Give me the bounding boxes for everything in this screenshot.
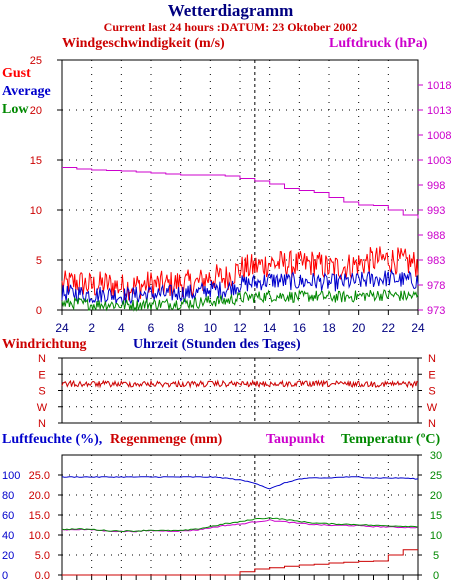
direction-tick-label-left: E (38, 369, 45, 381)
temperature-tick-label: 20 (430, 490, 442, 502)
y-right-tick-label: 988 (427, 230, 445, 242)
dewpoint-title: Taupunkt (266, 432, 325, 447)
x-tick-label: 20 (352, 321, 366, 335)
rain-tick-label: 25.0 (29, 470, 50, 482)
humidity-tick-label: 40 (2, 530, 14, 542)
y-left-tick-label: 20 (30, 105, 42, 117)
x-tick-label: 24 (55, 321, 69, 335)
rain-tick-label: 0.0 (35, 570, 50, 582)
legend-gust: Gust (2, 66, 31, 81)
direction-tick-label-left: N (38, 353, 46, 365)
x-tick-label: 22 (382, 321, 396, 335)
direction-tick-label-right: N (428, 353, 436, 365)
direction-tick-label-right: W (427, 402, 438, 414)
temperature-tick-label: 5 (433, 550, 439, 562)
humidity-tick-label: 80 (2, 490, 14, 502)
legend-low: Low (2, 102, 29, 117)
wind-direction-title: Windrichtung (2, 337, 87, 352)
y-right-tick-label: 978 (427, 280, 445, 292)
direction-tick-label-right: E (428, 369, 435, 381)
rain-title: Regenmenge (mm) (110, 432, 223, 447)
y-right-tick-label: 1008 (427, 130, 451, 142)
wind-speed-title: Windgeschwindigkeit (m/s) (62, 36, 225, 51)
rain-tick-label: 10.0 (29, 530, 50, 542)
y-left-tick-label: 5 (36, 255, 42, 267)
panel2-frame (61, 357, 419, 424)
temperature-series (61, 517, 419, 533)
direction-tick-label-left: N (38, 418, 46, 430)
temperature-tick-label: 25 (430, 470, 442, 482)
rain-series (62, 549, 418, 576)
direction-tick-label-right: N (428, 418, 436, 430)
low-series (61, 289, 419, 312)
pressure-series (62, 167, 419, 219)
y-right-tick-label: 1003 (427, 155, 451, 167)
humidity-tick-label: 0 (2, 570, 8, 582)
gust-series (61, 246, 419, 301)
page-subtitle: Current last 24 hours :DATUM: 23 Oktober… (103, 20, 358, 34)
x-tick-label: 14 (263, 321, 277, 335)
x-tick-label: 6 (148, 321, 155, 335)
y-right-tick-label: 998 (427, 180, 445, 192)
rain-tick-label: 5.0 (35, 550, 50, 562)
x-tick-label: 16 (293, 321, 307, 335)
temperature-title: Temperatur (ºC) (341, 432, 441, 447)
x-tick-label: 4 (118, 321, 125, 335)
panel1-frame (61, 59, 419, 311)
humidity-tick-label: 100 (2, 470, 20, 482)
x-tick-label: 12 (233, 321, 247, 335)
x-tick-label: 24 (411, 321, 425, 335)
y-right-tick-label: 1013 (427, 105, 451, 117)
direction-tick-label-left: W (37, 402, 48, 414)
humidity-title: Luftfeuchte (%), (2, 432, 103, 447)
panel2-grid (62, 358, 418, 423)
humidity-tick-label: 20 (2, 550, 14, 562)
x-tick-label: 18 (322, 321, 336, 335)
direction-tick-label-right: S (428, 386, 435, 398)
humidity-tick-label: 60 (2, 510, 14, 522)
y-left-tick-label: 10 (30, 205, 42, 217)
panel3-grid (62, 455, 418, 575)
y-left-tick-label: 25 (30, 55, 42, 67)
y-left-tick-label: 0 (36, 305, 42, 317)
y-right-tick-label: 993 (427, 205, 445, 217)
humidity-series (61, 476, 419, 490)
wind-direction-series (61, 379, 419, 389)
x-tick-label: 8 (177, 321, 184, 335)
temperature-tick-label: 15 (430, 510, 442, 522)
temperature-tick-label: 30 (430, 450, 442, 462)
temperature-tick-label: 10 (430, 530, 442, 542)
legend-average: Average (2, 84, 51, 99)
direction-tick-label-left: S (38, 386, 45, 398)
y-left-tick-label: 15 (30, 155, 42, 167)
rain-tick-label: 15.0 (29, 510, 50, 522)
panel1-grid (62, 60, 418, 310)
average-series (61, 268, 419, 305)
panel3-frame (61, 454, 419, 576)
pressure-title: Luftdruck (hPa) (329, 36, 428, 51)
page-title: Wetterdiagramm (167, 1, 294, 20)
rain-tick-label: 20.0 (29, 490, 50, 502)
y-right-tick-label: 983 (427, 255, 445, 267)
time-axis-title: Uhrzeit (Stunden des Tages) (133, 337, 301, 352)
x-tick-label: 10 (204, 321, 218, 335)
x-tick-label: 2 (88, 321, 95, 335)
y-right-tick-label: 1018 (427, 80, 451, 92)
y-right-tick-label: 973 (427, 305, 445, 317)
temperature-tick-label: 0 (433, 570, 439, 582)
